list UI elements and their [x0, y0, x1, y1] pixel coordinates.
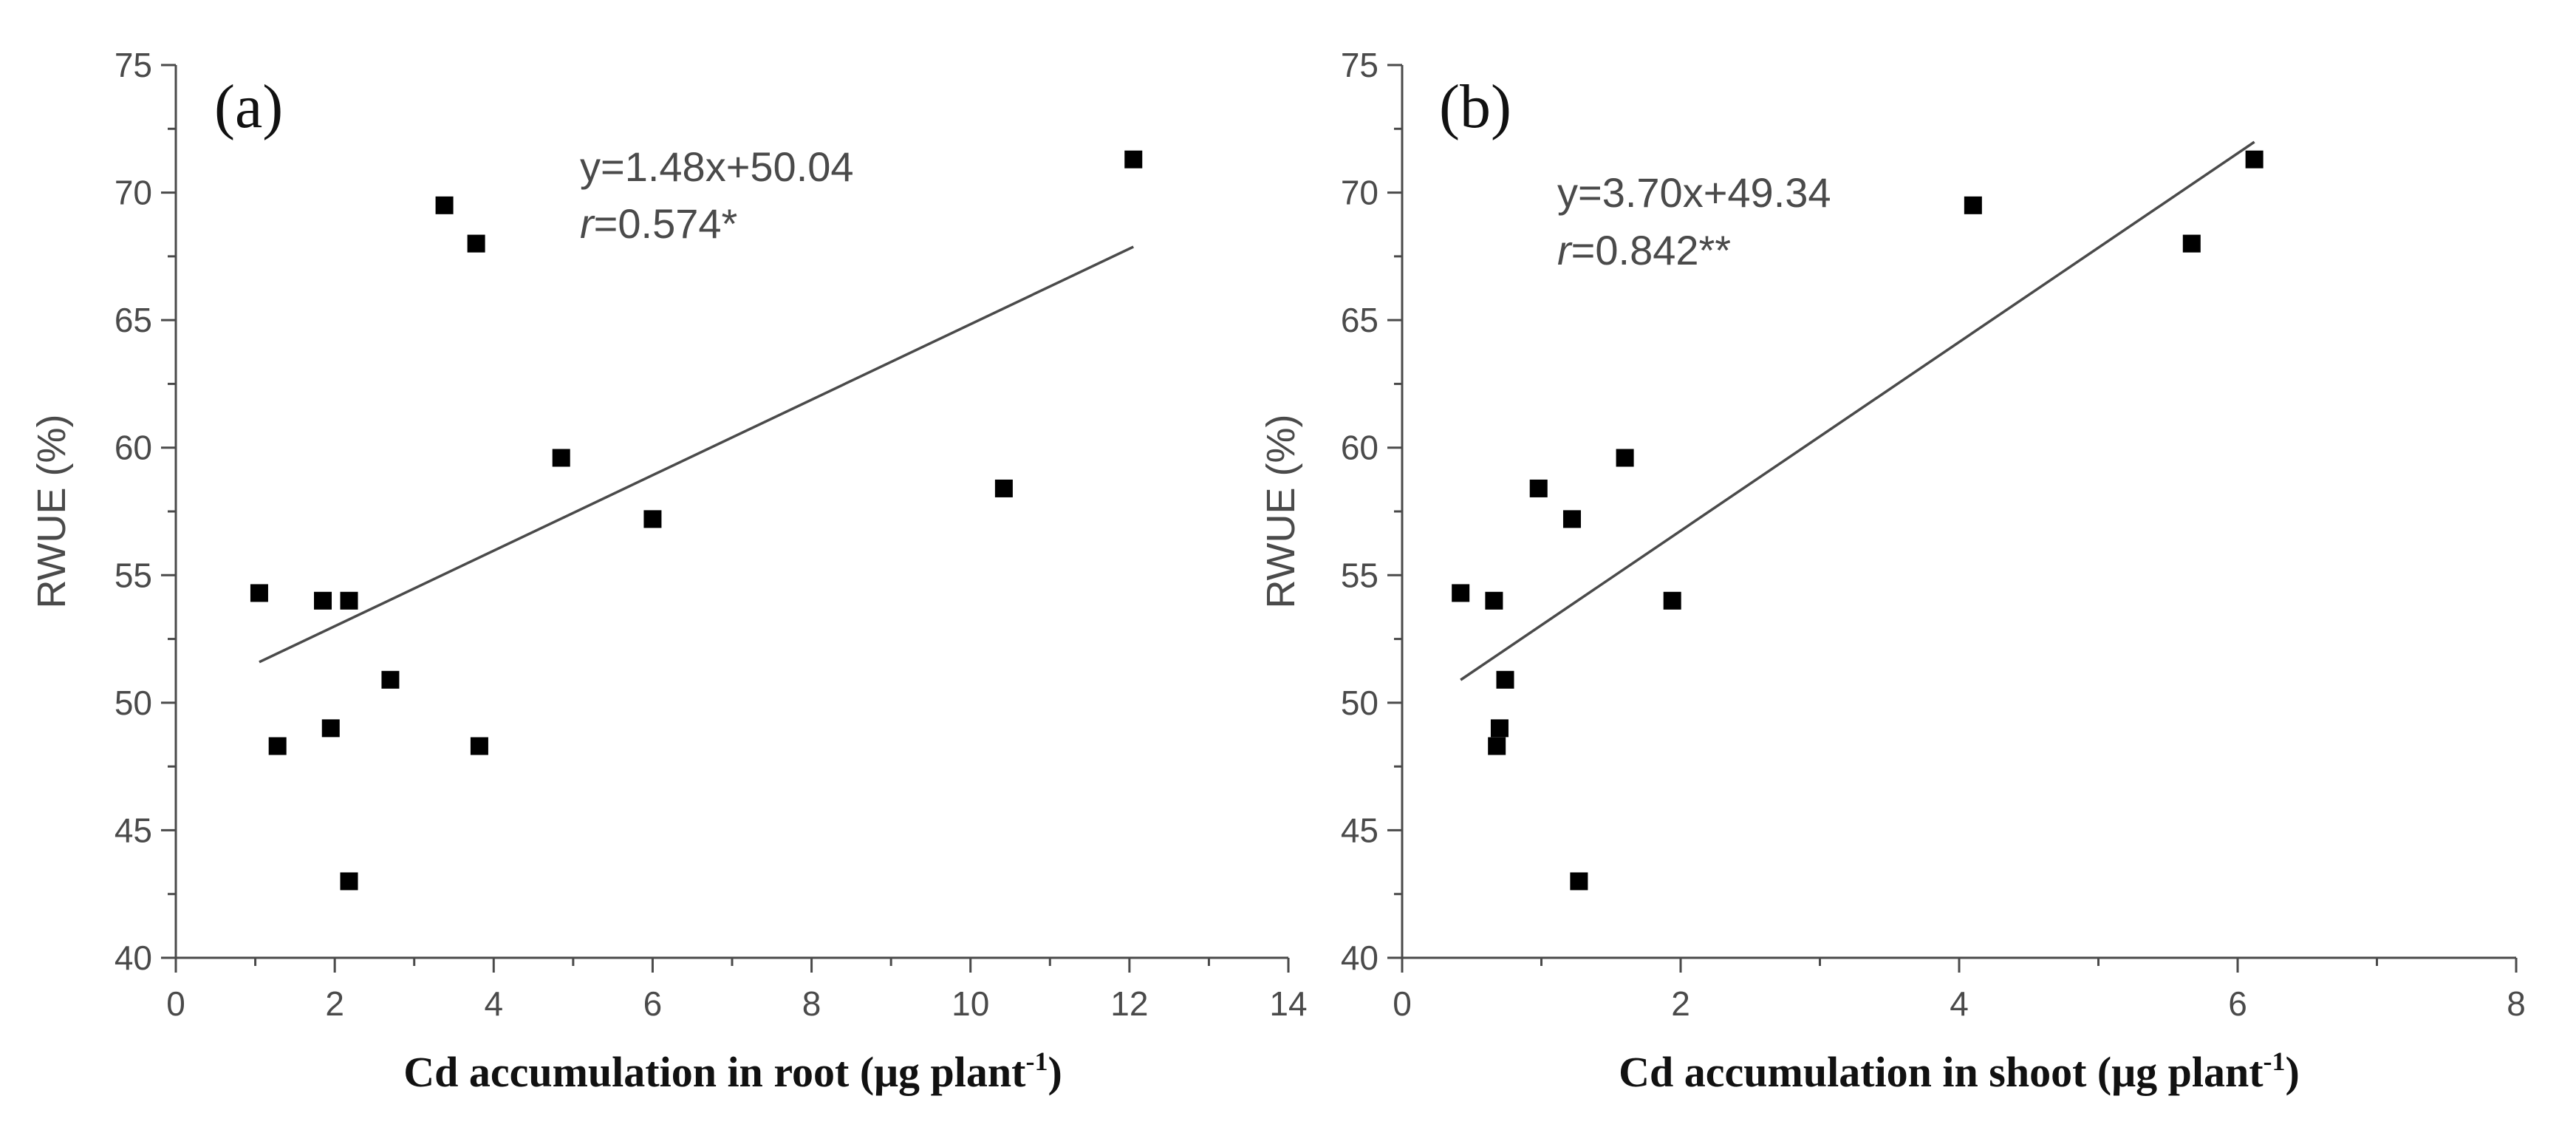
y-tick-label: 40	[1341, 939, 1378, 977]
data-point	[467, 234, 485, 253]
x-tick-label: 6	[2228, 984, 2247, 1023]
y-tick-label: 55	[1341, 556, 1378, 594]
data-point	[321, 719, 340, 738]
x-tick-label: 8	[802, 984, 821, 1023]
panel-a: 40 45 50 55 60 65 70 75 0 2 4 6 8 10 12 14 (a) y=1.48x+50…	[30, 46, 1308, 1096]
y-tick-label: 50	[115, 684, 152, 722]
x-axis-label-close: )	[2286, 1048, 2300, 1096]
data-point	[643, 510, 662, 528]
x-axis-label-superscript: -1	[2264, 1046, 2286, 1076]
x-tick-label: 6	[643, 984, 663, 1023]
x-tick-label: 2	[325, 984, 344, 1023]
y-tick-label: 50	[1341, 684, 1378, 722]
r-value: =0.574*	[594, 200, 738, 247]
x-tick-label: 12	[1110, 984, 1148, 1023]
x-tick-label: 10	[952, 984, 989, 1023]
data-point	[994, 479, 1013, 497]
data-point	[1452, 584, 1470, 602]
data-point	[1562, 510, 1581, 528]
data-point	[435, 196, 454, 214]
x-tick-label: 0	[166, 984, 185, 1023]
data-point	[1616, 449, 1634, 467]
data-point	[552, 449, 570, 467]
y-tick-label: 70	[1341, 174, 1378, 212]
r-value: =0.842**	[1571, 227, 1731, 273]
y-tick-label: 55	[115, 556, 152, 594]
y-tick-label: 45	[115, 811, 152, 849]
x-axis-label: Cd accumulation in shoot (μg plant-1)	[1619, 1046, 2300, 1096]
data-point	[1496, 670, 1514, 689]
x-tick-label: 2	[1671, 984, 1690, 1023]
y-tick-label: 60	[1341, 429, 1378, 467]
data-point	[340, 591, 358, 610]
correlation-coefficient: r=0.574*	[580, 200, 737, 247]
r-symbol: r	[1557, 227, 1573, 273]
data-point	[340, 872, 358, 891]
x-tick-label: 8	[2507, 984, 2526, 1023]
y-tick-label: 65	[115, 301, 152, 339]
regression-line	[259, 245, 1134, 664]
y-tick-label: 40	[115, 939, 152, 977]
panel-label: (a)	[214, 72, 283, 141]
data-point	[1488, 737, 1506, 755]
x-tick-label: 0	[1393, 984, 1412, 1023]
x-axis-label-main: Cd accumulation in shoot (μg plant	[1619, 1048, 2264, 1096]
data-point	[1964, 196, 1982, 214]
data-point	[381, 670, 400, 689]
regression-equation: y=1.48x+50.04	[580, 143, 854, 190]
data-point	[2245, 150, 2264, 169]
correlation-coefficient: r=0.842**	[1557, 227, 1731, 273]
y-axis-label: RWUE (%)	[30, 415, 74, 609]
data-point	[314, 591, 332, 610]
x-axis-label: Cd accumulation in root (μg plant-1)	[403, 1046, 1062, 1096]
y-tick-label: 75	[115, 46, 152, 84]
data-point	[250, 584, 268, 602]
y-axis-label: RWUE (%)	[1259, 415, 1303, 609]
y-tick-label: 70	[115, 174, 152, 212]
regression-line	[1460, 140, 2255, 681]
y-tick-label: 75	[1341, 46, 1378, 84]
data-point	[1663, 591, 1681, 610]
x-tick-label: 14	[1269, 984, 1307, 1023]
y-tick-label: 65	[1341, 301, 1378, 339]
y-tick-label: 45	[1341, 811, 1378, 849]
regression-equation: y=3.70x+49.34	[1557, 169, 1831, 216]
data-point	[470, 737, 488, 755]
x-axis-label-close: )	[1048, 1048, 1062, 1096]
data-point	[1490, 719, 1509, 738]
y-tick-label: 60	[115, 429, 152, 467]
r-symbol: r	[580, 200, 595, 247]
data-point	[1124, 150, 1143, 169]
panel-label: (b)	[1439, 72, 1511, 141]
x-tick-label: 4	[1950, 984, 1969, 1023]
x-axis-label-superscript: -1	[1025, 1046, 1048, 1076]
x-axis-label-main: Cd accumulation in root (μg plant	[403, 1048, 1026, 1096]
x-tick-label: 4	[484, 984, 503, 1023]
data-point	[2182, 234, 2201, 253]
data-point	[1570, 872, 1588, 891]
panel-b: 40 45 50 55 60 65 70 75 0 2 4 6 8 (b) y=3.70x+49.34 r=0…	[1259, 46, 2526, 1096]
data-point	[1485, 591, 1503, 610]
data-point	[1529, 479, 1548, 497]
data-point	[268, 737, 287, 755]
